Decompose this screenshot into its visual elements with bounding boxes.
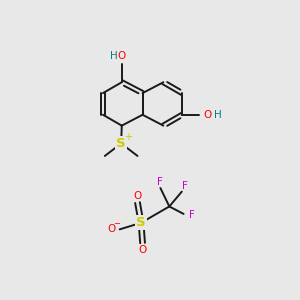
- Text: −: −: [113, 219, 120, 228]
- Text: O: O: [134, 191, 142, 201]
- Text: O: O: [138, 244, 147, 255]
- Text: +: +: [124, 132, 132, 142]
- Text: S: S: [116, 137, 126, 150]
- Text: O: O: [117, 51, 125, 62]
- Text: O: O: [204, 110, 212, 120]
- Text: O: O: [107, 224, 116, 234]
- Text: H: H: [214, 110, 222, 120]
- Text: S: S: [136, 216, 146, 229]
- Text: F: F: [158, 177, 163, 187]
- Text: F: F: [189, 210, 195, 220]
- Text: F: F: [182, 181, 188, 191]
- Text: H: H: [110, 51, 118, 62]
